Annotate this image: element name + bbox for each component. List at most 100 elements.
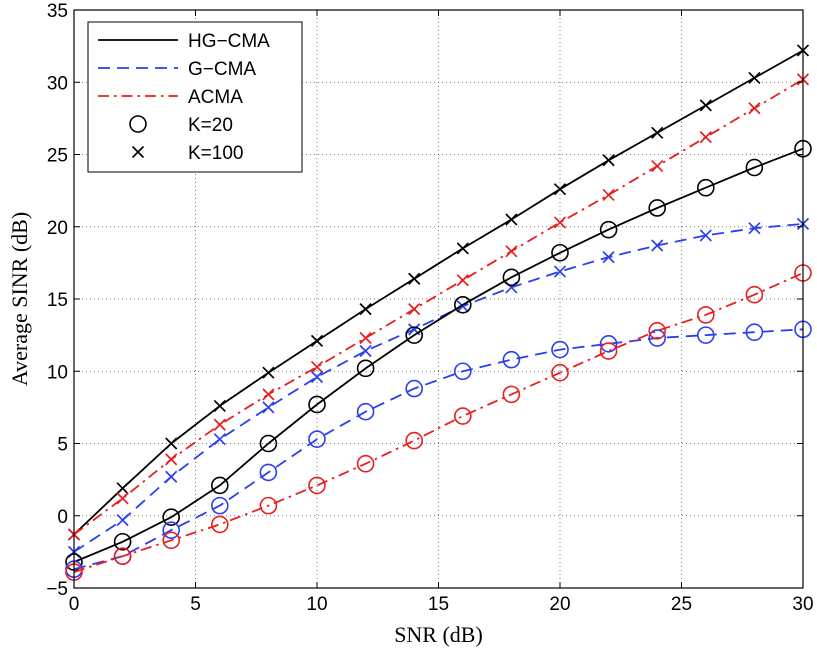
x-tick-label: 20 <box>549 594 570 615</box>
y-tick-label: 25 <box>47 146 68 167</box>
x-tick-label: 10 <box>306 594 327 615</box>
circle-marker <box>129 115 147 133</box>
x-marker <box>553 265 567 278</box>
series-line <box>73 272 804 573</box>
series-g-cma-k-20 <box>65 320 812 579</box>
circle-marker <box>745 323 764 342</box>
legend-box <box>87 21 303 173</box>
x-marker <box>748 102 761 115</box>
x-marker <box>505 245 518 258</box>
series-line <box>73 49 804 536</box>
circle-marker <box>696 326 715 344</box>
x-marker <box>116 513 129 527</box>
circle-marker <box>453 407 472 425</box>
circle-marker <box>599 342 618 360</box>
x-marker <box>651 239 664 252</box>
legend: HG−CMA G−CMA ACMA K=20 K=100 <box>87 21 303 173</box>
y-tick-label: 20 <box>47 218 68 239</box>
series-line <box>73 147 804 563</box>
circle-marker <box>405 326 424 344</box>
legend-item: ACMA <box>98 87 243 108</box>
x-marker <box>165 453 178 466</box>
y-tick-label: 0 <box>57 507 68 528</box>
x-tick-label: 5 <box>190 594 201 615</box>
circle-marker <box>211 496 229 515</box>
x-tick-label: 0 <box>69 594 80 615</box>
x-marker <box>213 418 226 431</box>
x-marker <box>116 492 129 505</box>
circle-marker <box>502 268 521 287</box>
x-marker <box>699 229 712 242</box>
x-tick-label: 30 <box>792 594 813 615</box>
circle-marker <box>113 532 132 551</box>
circle-marker <box>745 285 764 304</box>
circle-marker <box>162 531 180 550</box>
circle-marker <box>356 359 375 378</box>
legend-label: ACMA <box>188 87 243 108</box>
circle-marker <box>551 243 569 262</box>
circle-marker <box>648 329 667 347</box>
y-tick-label: 10 <box>47 362 68 383</box>
legend-label: G−CMA <box>188 59 256 80</box>
circle-marker <box>648 199 667 217</box>
x-marker <box>131 145 145 159</box>
series-line <box>73 223 804 553</box>
legend-item: K=100 <box>131 143 243 164</box>
x-marker <box>310 334 324 348</box>
circle-marker <box>453 295 472 314</box>
circle-marker <box>648 321 667 340</box>
x-marker <box>748 222 761 235</box>
circle-marker <box>162 521 180 540</box>
x-marker <box>505 213 518 226</box>
x-marker <box>651 126 664 139</box>
x-marker <box>213 399 226 413</box>
x-marker <box>213 433 226 446</box>
legend-item: G−CMA <box>98 59 256 80</box>
circle-marker <box>211 515 229 534</box>
x-marker <box>602 154 615 167</box>
legend-item: HG−CMA <box>98 31 270 52</box>
x-marker <box>748 71 761 85</box>
circle-marker <box>259 434 278 453</box>
data-series <box>65 44 812 581</box>
x-marker <box>602 188 615 202</box>
circle-marker <box>696 178 715 197</box>
series-g-cma-k-100 <box>67 217 810 558</box>
x-tick-label: 25 <box>671 594 692 615</box>
x-marker <box>359 303 372 316</box>
x-marker <box>359 331 372 345</box>
circle-marker <box>259 463 278 482</box>
x-marker <box>553 183 567 196</box>
circle-marker <box>259 496 278 515</box>
circle-marker <box>308 476 326 495</box>
series-acma-k-20 <box>65 264 812 581</box>
x-marker <box>408 272 421 285</box>
x-tick-label: 15 <box>428 594 449 615</box>
x-marker <box>699 99 712 112</box>
x-marker <box>699 131 712 144</box>
series-acma-k-100 <box>67 73 810 541</box>
y-axis-label: Average SINR (dB) <box>7 212 32 386</box>
circle-marker <box>356 402 375 421</box>
circle-marker <box>405 431 424 450</box>
x-marker <box>262 388 275 401</box>
x-marker <box>651 159 664 173</box>
x-marker <box>456 242 469 255</box>
legend-item: K=20 <box>129 115 233 136</box>
x-marker <box>408 303 421 316</box>
circle-marker <box>113 547 132 566</box>
x-marker <box>602 250 615 264</box>
circle-marker <box>453 362 472 381</box>
x-marker <box>359 344 372 358</box>
circle-marker <box>356 454 375 473</box>
x-axis-label: SNR (dB) <box>394 622 483 647</box>
circle-marker <box>551 363 569 382</box>
legend-label: K=20 <box>188 115 233 136</box>
y-tick-label: −5 <box>46 579 68 600</box>
circle-marker <box>405 379 424 398</box>
circle-marker <box>599 334 618 353</box>
x-marker <box>553 216 567 229</box>
x-marker <box>310 360 324 374</box>
